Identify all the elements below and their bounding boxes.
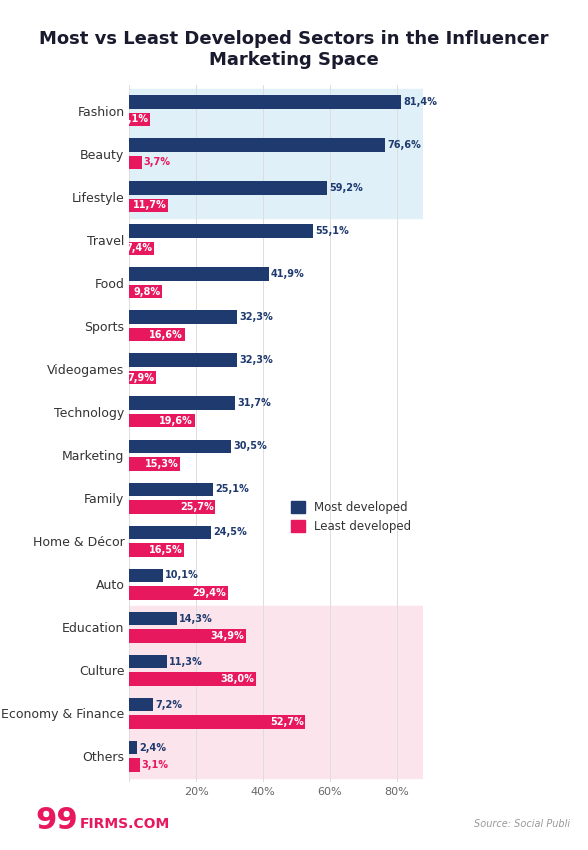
Bar	[129, 543, 185, 557]
Bar	[129, 414, 195, 428]
Text: 25,7%: 25,7%	[180, 502, 213, 512]
Bar	[129, 396, 235, 411]
Bar	[129, 199, 168, 212]
Text: 31,7%: 31,7%	[237, 399, 270, 408]
Bar	[129, 327, 185, 342]
Text: 15,3%: 15,3%	[145, 459, 179, 468]
Text: 81,4%: 81,4%	[403, 97, 437, 107]
Text: 25,1%: 25,1%	[215, 484, 249, 495]
Bar	[129, 89, 423, 218]
Text: 24,5%: 24,5%	[213, 528, 246, 537]
Text: 7,2%: 7,2%	[155, 700, 182, 710]
Bar	[129, 371, 156, 384]
Bar	[129, 525, 211, 540]
Text: 19,6%: 19,6%	[159, 416, 193, 426]
Text: FIRMS.COM: FIRMS.COM	[79, 818, 169, 831]
Bar	[129, 310, 238, 324]
Text: 2,4%: 2,4%	[139, 743, 166, 752]
Text: 16,5%: 16,5%	[149, 545, 183, 555]
Bar	[129, 139, 385, 152]
Text: 41,9%: 41,9%	[271, 269, 305, 280]
Text: Source: Social Publi: Source: Social Publi	[475, 819, 570, 829]
Text: 59,2%: 59,2%	[329, 184, 363, 193]
Text: 55,1%: 55,1%	[315, 226, 349, 236]
Text: 10,1%: 10,1%	[165, 570, 199, 581]
Text: 14,3%: 14,3%	[179, 614, 212, 624]
Bar	[129, 268, 269, 281]
Text: 6,1%: 6,1%	[121, 115, 148, 124]
Bar	[129, 654, 167, 668]
Bar	[129, 758, 140, 772]
Text: 99: 99	[35, 806, 78, 835]
Text: 32,3%: 32,3%	[239, 355, 273, 366]
Legend: Most developed, Least developed: Most developed, Least developed	[285, 496, 417, 539]
Text: 30,5%: 30,5%	[233, 441, 267, 451]
Text: 52,7%: 52,7%	[270, 717, 304, 727]
Text: 29,4%: 29,4%	[192, 587, 226, 598]
Bar	[129, 285, 162, 298]
Text: 7,9%: 7,9%	[127, 372, 154, 382]
Bar	[129, 224, 313, 238]
Text: 11,3%: 11,3%	[169, 656, 202, 666]
Bar	[129, 586, 228, 599]
Text: 3,1%: 3,1%	[141, 760, 168, 770]
Bar	[129, 612, 177, 626]
Bar	[129, 605, 423, 778]
Bar	[129, 456, 181, 471]
Bar	[129, 354, 238, 367]
Bar	[129, 181, 327, 196]
Text: 16,6%: 16,6%	[149, 330, 183, 339]
Bar	[129, 156, 142, 169]
Bar	[129, 629, 246, 643]
Text: 76,6%: 76,6%	[387, 140, 420, 150]
Text: 32,3%: 32,3%	[239, 312, 273, 322]
Text: 3,7%: 3,7%	[143, 157, 171, 167]
Text: 9,8%: 9,8%	[133, 286, 161, 297]
Bar	[129, 740, 138, 755]
Bar	[129, 500, 215, 513]
Bar	[129, 112, 150, 127]
Text: 38,0%: 38,0%	[220, 674, 255, 683]
Text: 34,9%: 34,9%	[211, 631, 244, 641]
Text: Most vs Least Developed Sectors in the Influencer
Marketing Space: Most vs Least Developed Sectors in the I…	[39, 30, 549, 69]
Bar	[129, 672, 256, 686]
Bar	[129, 241, 154, 255]
Bar	[129, 569, 163, 582]
Text: 11,7%: 11,7%	[133, 201, 167, 211]
Bar	[129, 95, 401, 109]
Text: 7,4%: 7,4%	[125, 243, 152, 253]
Bar	[129, 715, 305, 728]
Bar	[129, 439, 231, 453]
Bar	[129, 698, 153, 711]
Bar	[129, 483, 213, 496]
